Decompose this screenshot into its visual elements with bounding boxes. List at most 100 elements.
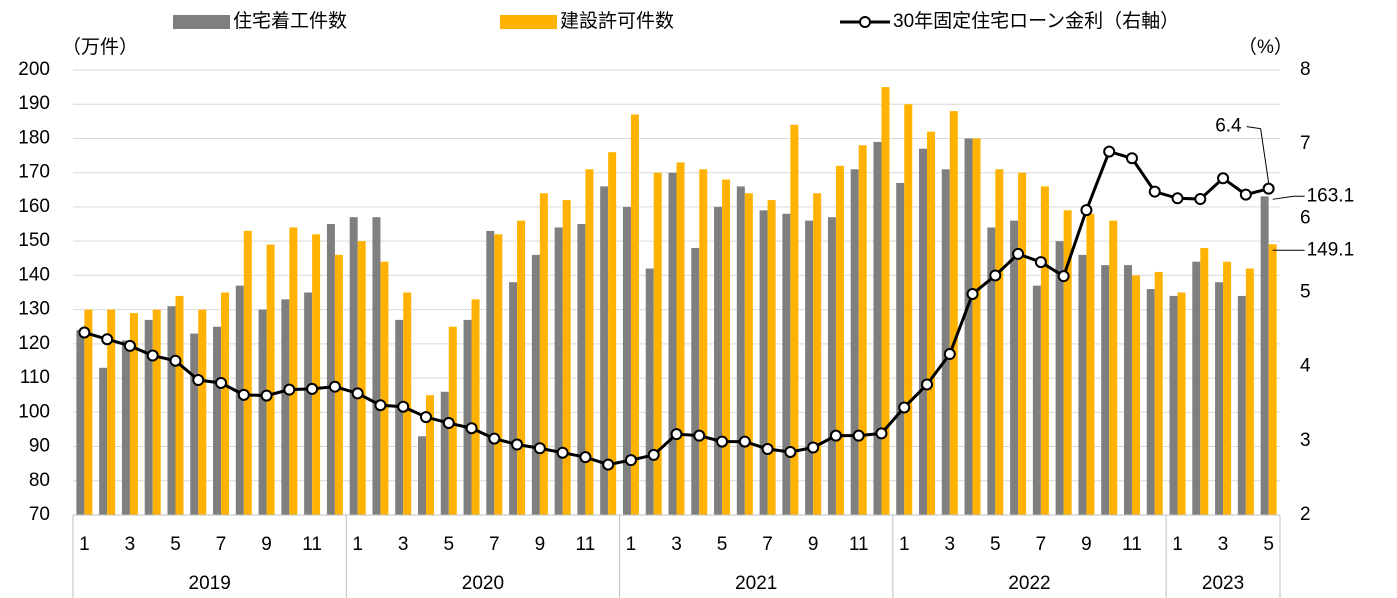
x-tick-label: 3 bbox=[671, 534, 682, 555]
bar bbox=[471, 299, 480, 515]
bar bbox=[152, 309, 161, 515]
bar bbox=[304, 292, 313, 515]
bar bbox=[357, 241, 366, 515]
x-tick-label: 1 bbox=[626, 534, 637, 555]
bar bbox=[463, 319, 472, 515]
bar bbox=[927, 131, 936, 515]
line-point bbox=[488, 432, 501, 445]
line-point bbox=[1057, 270, 1070, 283]
line-point bbox=[306, 382, 319, 395]
y2-axis-label: （%） bbox=[1238, 36, 1293, 58]
bar bbox=[919, 148, 928, 515]
legend-swatch bbox=[859, 16, 871, 28]
line-point bbox=[716, 435, 729, 448]
x-tick-label: 9 bbox=[1081, 534, 1092, 555]
line-point bbox=[898, 401, 911, 414]
legend-label: 30年固定住宅ローン金利（右軸） bbox=[893, 10, 1179, 32]
line-point bbox=[852, 429, 865, 442]
bar bbox=[562, 200, 571, 516]
y2-tick-label: 2 bbox=[1300, 504, 1311, 525]
bar bbox=[372, 217, 381, 515]
bar bbox=[99, 367, 108, 515]
x-tick-label: 1 bbox=[352, 534, 363, 555]
legend-label: 建設許可件数 bbox=[560, 10, 674, 32]
bar bbox=[509, 282, 518, 515]
bar bbox=[904, 104, 913, 515]
bar bbox=[1078, 254, 1087, 515]
x-tick-label: 3 bbox=[398, 534, 409, 555]
bar bbox=[213, 326, 222, 515]
y2-tick-label: 5 bbox=[1300, 282, 1311, 303]
y-tick-label: 170 bbox=[18, 162, 50, 183]
y2-tick-label: 6 bbox=[1300, 207, 1311, 228]
line-point bbox=[579, 451, 592, 464]
x-tick-label: 3 bbox=[125, 534, 136, 555]
line-point bbox=[283, 383, 296, 396]
bar bbox=[827, 217, 836, 515]
line-point bbox=[192, 374, 205, 387]
bar bbox=[417, 436, 426, 515]
bar bbox=[759, 210, 768, 515]
bar bbox=[995, 169, 1004, 515]
year-label: 2022 bbox=[1008, 573, 1050, 594]
line-point bbox=[602, 458, 615, 471]
x-tick-label: 11 bbox=[1122, 534, 1142, 555]
line-point bbox=[1194, 193, 1207, 206]
bar bbox=[858, 145, 867, 516]
data-label: 149.1 bbox=[1307, 239, 1355, 260]
x-tick-label: 5 bbox=[990, 534, 1001, 555]
line-point bbox=[966, 287, 979, 300]
bar bbox=[653, 172, 662, 515]
bar bbox=[531, 254, 540, 515]
line-point bbox=[169, 354, 182, 367]
leader-line bbox=[1272, 195, 1305, 200]
bar bbox=[198, 309, 207, 515]
bar bbox=[1063, 210, 1072, 515]
bar bbox=[744, 193, 753, 515]
bar bbox=[577, 224, 586, 516]
bar bbox=[691, 248, 700, 515]
line-point bbox=[1034, 256, 1047, 269]
year-label: 2023 bbox=[1202, 573, 1244, 594]
x-tick-label: 5 bbox=[170, 534, 181, 555]
line-point bbox=[693, 429, 706, 442]
bar bbox=[949, 111, 958, 516]
bar bbox=[964, 138, 973, 515]
line-point bbox=[1080, 204, 1093, 217]
line-point bbox=[351, 387, 364, 400]
legend-label: 住宅着工件数 bbox=[233, 10, 347, 32]
y-tick-label: 180 bbox=[18, 127, 50, 148]
line-point bbox=[78, 326, 91, 339]
bar bbox=[668, 172, 677, 515]
bar bbox=[1260, 196, 1269, 516]
bar bbox=[167, 306, 176, 515]
y-tick-label: 130 bbox=[18, 299, 50, 320]
bar bbox=[221, 292, 230, 515]
bar bbox=[190, 333, 199, 515]
bar bbox=[144, 319, 153, 515]
x-tick-label: 9 bbox=[535, 534, 546, 555]
bar bbox=[1018, 172, 1027, 515]
bar bbox=[722, 179, 731, 516]
x-tick-label: 5 bbox=[717, 534, 728, 555]
line-point bbox=[1103, 145, 1116, 158]
bar bbox=[676, 162, 685, 515]
bar bbox=[896, 182, 905, 515]
year-label: 2019 bbox=[189, 573, 231, 594]
line-point bbox=[1239, 188, 1252, 201]
bar bbox=[1223, 261, 1232, 515]
bar bbox=[266, 244, 275, 516]
bar bbox=[630, 114, 639, 515]
x-tick-label: 7 bbox=[762, 534, 773, 555]
bar bbox=[349, 217, 358, 515]
bar bbox=[380, 261, 389, 515]
line-point bbox=[397, 400, 410, 413]
line-point bbox=[1217, 172, 1230, 185]
bar bbox=[1146, 289, 1155, 515]
line-point bbox=[875, 427, 888, 440]
y2-tick-label: 8 bbox=[1300, 59, 1311, 80]
bar bbox=[395, 319, 404, 515]
y-tick-label: 110 bbox=[20, 367, 50, 388]
line-point bbox=[1125, 152, 1138, 165]
